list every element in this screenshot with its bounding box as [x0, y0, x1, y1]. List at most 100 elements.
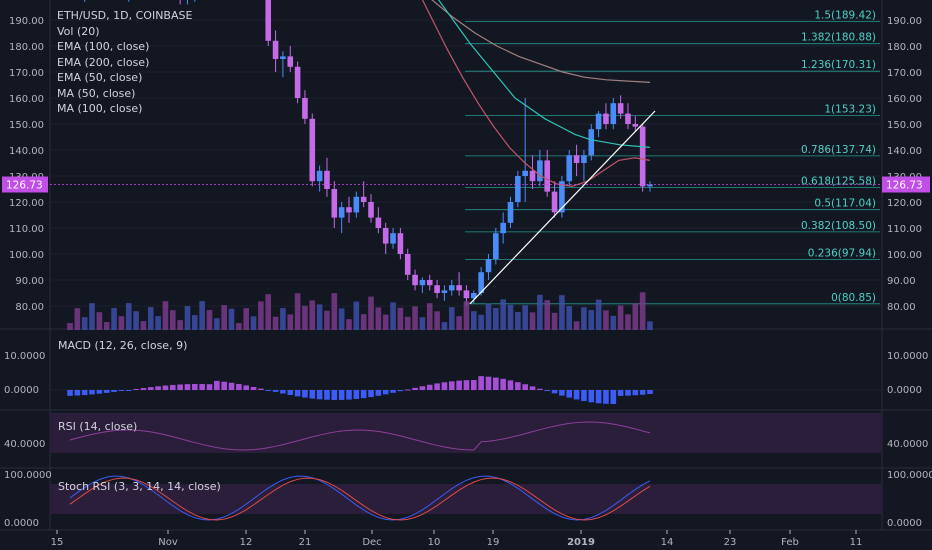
- macd-histogram-bar: [236, 384, 242, 390]
- volume-bar: [412, 306, 418, 330]
- macd-histogram-bar: [192, 384, 198, 390]
- legend-ma50[interactable]: MA (50, close): [57, 86, 136, 100]
- macd-histogram-bar: [265, 390, 272, 391]
- volume-bar: [529, 312, 536, 330]
- price-tick-label: 160.00: [887, 94, 922, 105]
- legend-vol[interactable]: Vol (20): [57, 24, 100, 38]
- macd-title[interactable]: MACD (12, 26, close, 9): [58, 339, 188, 352]
- fib-level-label: 1.5(189.42): [814, 10, 876, 22]
- candle-body: [346, 207, 352, 213]
- volume-bar: [324, 310, 330, 330]
- symbol-title[interactable]: ETH/USD, 1D, COINBASE: [57, 9, 193, 22]
- time-tick-label: Nov: [158, 537, 178, 548]
- volume-bar: [67, 323, 73, 330]
- macd-histogram-bar: [390, 390, 396, 393]
- macd-histogram-bar: [338, 390, 345, 400]
- macd-histogram-bar: [426, 384, 433, 390]
- legend-ema50[interactable]: EMA (50, close): [57, 71, 143, 84]
- legend-ema100[interactable]: EMA (100, close): [57, 40, 150, 53]
- macd-histogram-bar: [544, 390, 551, 392]
- volume-bar: [221, 305, 227, 330]
- macd-histogram-bar: [169, 384, 176, 390]
- candle-body: [522, 170, 528, 176]
- volume-bar: [441, 322, 448, 330]
- candle-body: [478, 272, 484, 293]
- volume-bar: [147, 307, 154, 330]
- candle-body: [397, 233, 404, 254]
- candle-body: [302, 98, 308, 119]
- rsi-tick-left: 40.0000: [4, 439, 45, 450]
- candle-body: [617, 103, 624, 114]
- volume-bar: [250, 316, 257, 330]
- macd-histogram-bar: [507, 380, 514, 390]
- volume-bar: [258, 301, 264, 330]
- volume-bar: [404, 316, 411, 330]
- macd-histogram-bar: [441, 382, 448, 390]
- candle-body: [537, 160, 543, 182]
- macd-histogram-bar: [500, 378, 506, 390]
- macd-histogram-bar: [647, 390, 653, 395]
- time-tick-label: 14: [661, 537, 674, 548]
- macd-histogram-bar: [419, 386, 426, 390]
- macd-histogram-bar: [272, 390, 279, 392]
- candle-body: [581, 155, 587, 163]
- macd-histogram-bar: [515, 382, 521, 390]
- candle-body: [566, 155, 573, 182]
- macd-histogram-bar: [133, 389, 139, 391]
- volume-bar: [397, 307, 404, 330]
- price-tick-label-left: 120.00: [9, 198, 44, 209]
- candle-body: [426, 280, 433, 286]
- legend-ema200[interactable]: EMA (200, close): [57, 55, 150, 69]
- price-tick-label: 190.00: [887, 16, 922, 27]
- volume-bar: [485, 303, 492, 330]
- macd-histogram-bar: [89, 390, 95, 395]
- candle-body: [280, 56, 286, 59]
- macd-histogram-bar: [382, 390, 389, 395]
- volume-bar: [287, 314, 294, 330]
- volume-bar: [588, 310, 595, 330]
- volume-bar: [353, 301, 360, 330]
- candle-body: [544, 160, 551, 192]
- macd-histogram-bar: [456, 380, 462, 390]
- macd-histogram-bar: [360, 390, 367, 399]
- price-tick-label-left: 150.00: [9, 120, 44, 131]
- candle-body: [412, 274, 418, 286]
- volume-bar: [346, 319, 352, 330]
- candle-body: [353, 196, 360, 213]
- legend-ma100[interactable]: MA (100, close): [57, 102, 143, 115]
- rsi-title[interactable]: RSI (14, close): [58, 420, 138, 433]
- volume-bar: [507, 304, 514, 330]
- volume-bar: [280, 308, 286, 330]
- stoch-tick: 0.0000: [887, 518, 922, 529]
- stoch-title[interactable]: Stoch RSI (3, 3, 14, 14, close): [58, 480, 221, 493]
- macd-histogram-bar: [478, 376, 484, 390]
- macd-histogram-bar: [493, 377, 499, 390]
- volume-bar: [360, 314, 367, 330]
- macd-tick-left: 10.0000: [4, 351, 45, 362]
- volume-bar: [169, 310, 176, 330]
- volume-bar: [133, 311, 139, 330]
- price-tick-label: 110.00: [887, 224, 922, 235]
- volume-bar: [177, 320, 183, 330]
- volume-bar: [265, 294, 272, 330]
- volume-bar: [559, 295, 565, 330]
- time-tick-label: 19: [487, 537, 500, 548]
- candle-body: [441, 290, 448, 293]
- macd-histogram-bar: [243, 385, 250, 390]
- macd-histogram-bar: [632, 390, 639, 396]
- macd-histogram-bar: [118, 390, 125, 391]
- volume-bar: [294, 293, 301, 330]
- volume-bar: [426, 303, 433, 330]
- fib-level-label: 0.5(117.04): [814, 198, 876, 210]
- volume-bar: [419, 317, 426, 330]
- macd-histogram-bar: [610, 390, 617, 404]
- macd-histogram-bar: [316, 390, 323, 400]
- candle-body: [485, 259, 492, 273]
- candle-body: [375, 217, 382, 228]
- volume-bar: [551, 312, 558, 330]
- macd-histogram-bar: [287, 390, 294, 396]
- volume-bar: [199, 301, 205, 330]
- macd-histogram-bar: [103, 390, 110, 393]
- macd-histogram-bar: [353, 390, 360, 399]
